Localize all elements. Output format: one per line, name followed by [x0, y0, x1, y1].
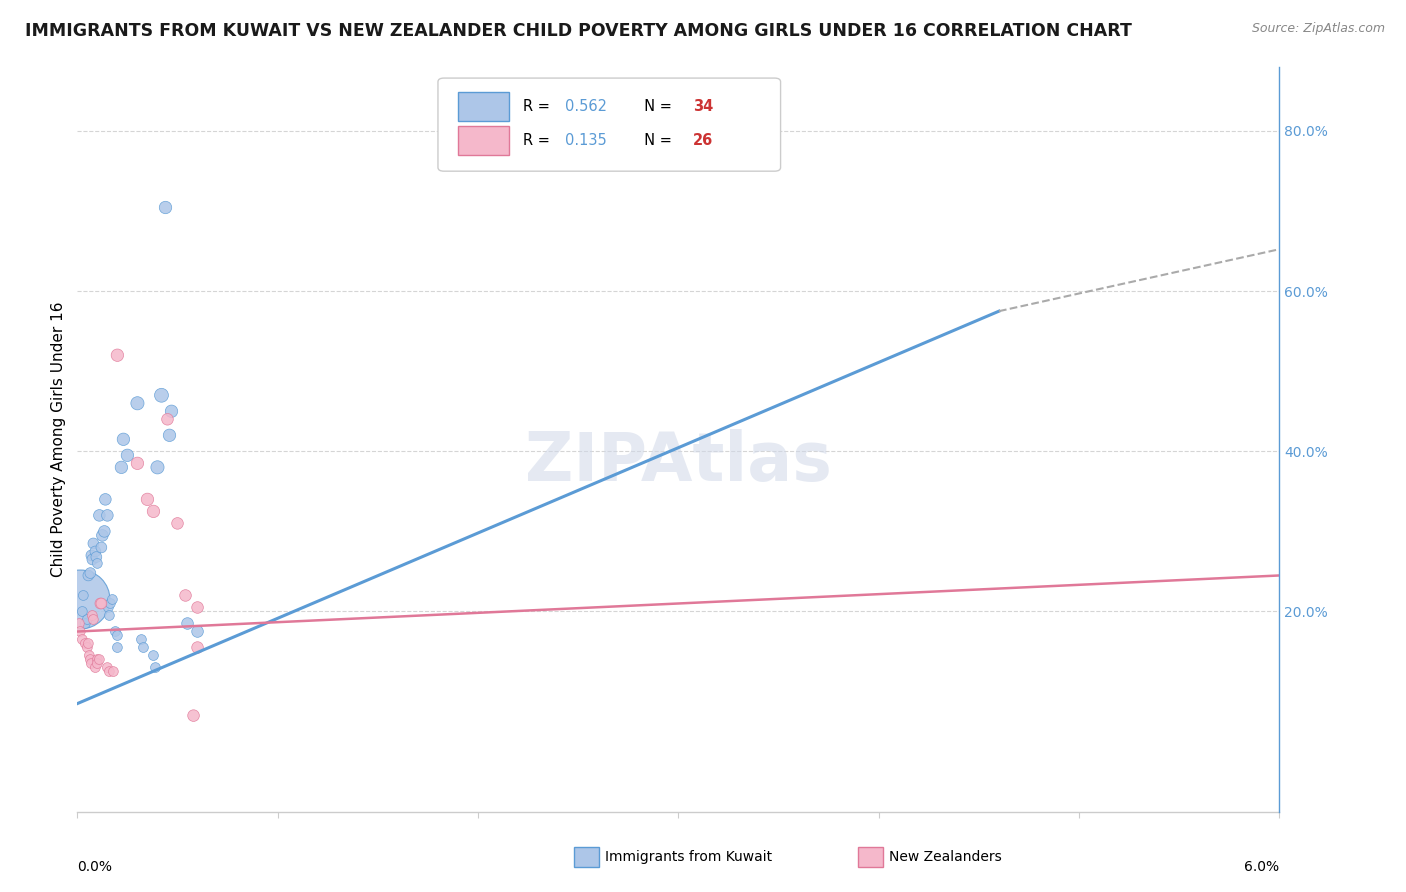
Text: 6.0%: 6.0%	[1244, 860, 1279, 874]
Point	[91, 528, 114, 542]
Y-axis label: Child Poverty Among Girls Under 16: Child Poverty Among Girls Under 16	[51, 301, 66, 577]
Point	[104, 624, 127, 639]
FancyBboxPatch shape	[458, 127, 509, 155]
Point	[187, 640, 209, 655]
Point	[112, 433, 135, 447]
Point	[94, 492, 117, 507]
Point	[117, 448, 139, 462]
Point	[132, 640, 155, 655]
Point	[89, 508, 111, 523]
Text: R =: R =	[523, 133, 555, 148]
Text: 0.135: 0.135	[565, 133, 607, 148]
Point	[131, 632, 153, 647]
Point	[127, 396, 149, 410]
Text: Immigrants from Kuwait: Immigrants from Kuwait	[605, 850, 772, 864]
Point	[80, 549, 103, 563]
Text: IMMIGRANTS FROM KUWAIT VS NEW ZEALANDER CHILD POVERTY AMONG GIRLS UNDER 16 CORRE: IMMIGRANTS FROM KUWAIT VS NEW ZEALANDER …	[25, 22, 1132, 40]
Point	[86, 557, 108, 571]
Text: 26: 26	[693, 133, 713, 148]
Point	[86, 549, 108, 564]
Point	[103, 665, 125, 679]
Point	[89, 597, 111, 611]
Point	[98, 608, 121, 623]
Point	[69, 624, 91, 639]
Point	[96, 660, 118, 674]
Point	[89, 652, 111, 666]
Text: N =: N =	[636, 133, 676, 148]
Point	[187, 624, 209, 639]
Point	[150, 388, 173, 402]
Point	[145, 660, 167, 674]
Point	[174, 589, 197, 603]
Point	[155, 200, 177, 214]
Point	[166, 516, 188, 531]
Point	[107, 640, 129, 655]
Point	[72, 589, 94, 603]
Point	[77, 636, 100, 650]
Text: R =: R =	[523, 99, 555, 114]
Point	[84, 544, 107, 558]
Point	[79, 648, 101, 663]
Point	[97, 600, 120, 615]
FancyBboxPatch shape	[458, 92, 509, 120]
Text: 0.0%: 0.0%	[77, 860, 112, 874]
Point	[110, 460, 132, 475]
Point	[100, 597, 122, 611]
Point	[86, 657, 108, 671]
Point	[187, 600, 209, 615]
Point	[142, 504, 165, 518]
Point	[76, 613, 98, 627]
Point	[82, 613, 104, 627]
Point	[80, 657, 103, 671]
Text: Source: ZipAtlas.com: Source: ZipAtlas.com	[1251, 22, 1385, 36]
Point	[90, 597, 112, 611]
Point	[176, 616, 198, 631]
Text: ZIPAtlas: ZIPAtlas	[524, 429, 832, 495]
Point	[98, 665, 121, 679]
Point	[136, 492, 159, 507]
Point	[96, 508, 118, 523]
Point	[142, 648, 165, 663]
Point	[79, 652, 101, 666]
Text: N =: N =	[636, 99, 676, 114]
Point	[67, 616, 90, 631]
Point	[72, 605, 94, 619]
Point	[75, 616, 97, 631]
Text: New Zealanders: New Zealanders	[889, 850, 1001, 864]
Point	[77, 568, 100, 582]
Point	[82, 552, 104, 566]
Point	[107, 348, 129, 362]
Point	[160, 404, 183, 418]
Text: 0.562: 0.562	[565, 99, 607, 114]
Point	[127, 456, 149, 470]
Point	[72, 632, 94, 647]
Point	[86, 652, 108, 666]
Point	[82, 536, 104, 550]
FancyBboxPatch shape	[439, 78, 780, 171]
Point	[79, 566, 101, 580]
Point	[159, 428, 181, 442]
Point	[183, 708, 205, 723]
Point	[84, 660, 107, 674]
Point	[75, 636, 97, 650]
Point	[93, 524, 115, 539]
Point	[156, 412, 179, 426]
Point	[69, 592, 91, 607]
Point	[90, 541, 112, 555]
Point	[107, 628, 129, 642]
Point	[82, 608, 104, 623]
Point	[101, 592, 124, 607]
Point	[146, 460, 169, 475]
Point	[76, 640, 98, 655]
Text: 34: 34	[693, 99, 713, 114]
